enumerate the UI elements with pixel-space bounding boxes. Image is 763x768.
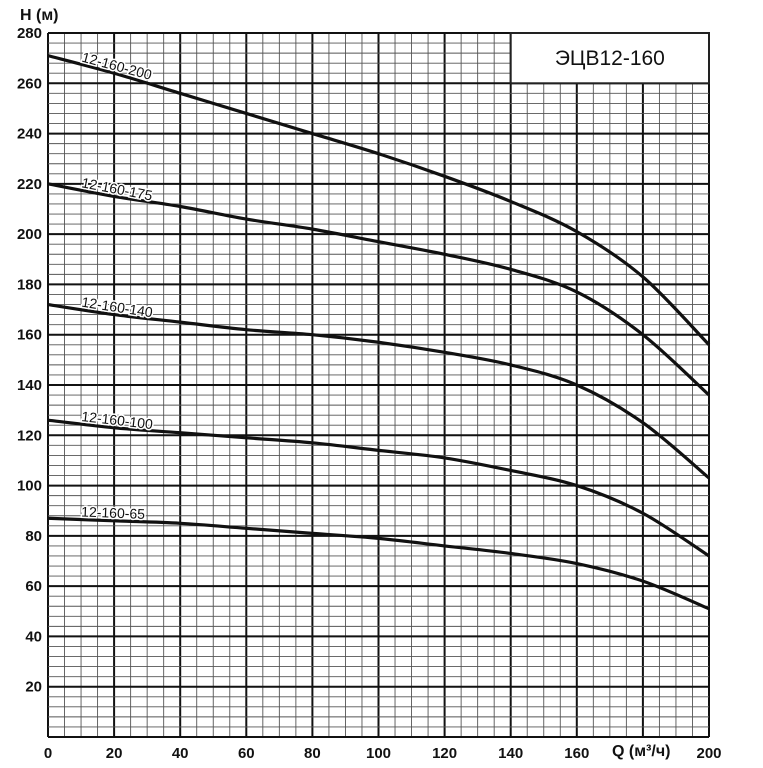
- title-box: ЭЦВ12-160: [509, 32, 711, 85]
- y-tick-label: 20: [25, 679, 42, 696]
- y-tick-label: 200: [17, 226, 42, 243]
- y-tick-label: 60: [25, 578, 42, 595]
- curve-12-160-200: [47, 54, 711, 346]
- curve-12-160-65: [47, 516, 710, 611]
- y-tick-label: 240: [17, 126, 42, 143]
- y-tick-label: 220: [17, 176, 42, 193]
- tick-labels: 0 20 40 60 80 100 120 140 160 200 20 40 60 80 100 120 14…: [17, 25, 722, 762]
- curve-12-160-100: [47, 418, 710, 558]
- curve-label: 12-160-175: [80, 174, 154, 203]
- x-tick-label: 120: [432, 745, 457, 762]
- curve-12-160-175: [47, 182, 711, 397]
- x-tick-label: 60: [238, 745, 255, 762]
- x-tick-label: 80: [304, 745, 321, 762]
- x-tick-label: 160: [564, 745, 589, 762]
- x-tick-label: 40: [172, 745, 189, 762]
- x-tick-label: 100: [366, 745, 391, 762]
- x-tick-label: 0: [44, 745, 52, 762]
- curve-label: 12-160-65: [81, 504, 146, 522]
- x-axis-label: Q (м³/ч): [612, 743, 670, 760]
- y-tick-label: 100: [17, 478, 42, 495]
- y-tick-label: 180: [17, 276, 42, 293]
- y-tick-label: 280: [17, 25, 42, 42]
- grid: [47, 32, 710, 738]
- curve-label: 12-160-200: [80, 49, 154, 83]
- y-tick-label: 120: [17, 427, 42, 444]
- x-tick-label: 20: [106, 745, 123, 762]
- y-tick-label: 40: [25, 628, 42, 645]
- y-tick-label: 160: [17, 327, 42, 344]
- y-tick-label: 80: [25, 528, 42, 545]
- y-tick-label: 260: [17, 75, 42, 92]
- curve-12-160-140: [47, 302, 711, 480]
- y-tick-label: 140: [17, 377, 42, 394]
- chart-title: ЭЦВ12-160: [555, 47, 665, 70]
- y-axis-label: H (м): [20, 7, 59, 24]
- x-tick-label: 140: [498, 745, 523, 762]
- x-tick-label: 200: [696, 745, 721, 762]
